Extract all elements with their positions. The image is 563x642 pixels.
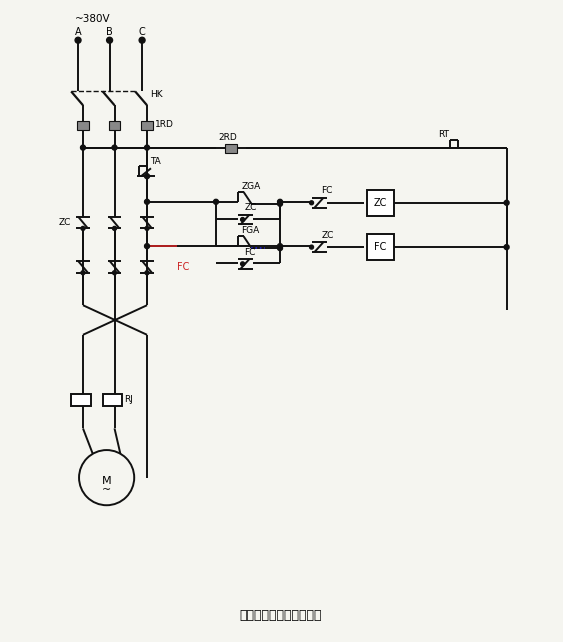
- Text: FC: FC: [177, 262, 189, 272]
- Circle shape: [145, 271, 149, 275]
- Circle shape: [145, 227, 149, 230]
- Circle shape: [240, 262, 244, 266]
- Bar: [77, 121, 89, 130]
- Circle shape: [145, 174, 150, 178]
- Text: ZC: ZC: [321, 230, 334, 240]
- Text: ZC: ZC: [374, 198, 387, 208]
- Text: 1RD: 1RD: [155, 121, 174, 130]
- Circle shape: [504, 200, 509, 205]
- Circle shape: [81, 227, 85, 230]
- Circle shape: [278, 246, 283, 250]
- Circle shape: [145, 199, 150, 204]
- Circle shape: [112, 145, 117, 150]
- Circle shape: [139, 37, 145, 43]
- Circle shape: [310, 201, 314, 205]
- Text: FC: FC: [374, 242, 387, 252]
- Circle shape: [278, 199, 283, 204]
- Circle shape: [278, 244, 283, 248]
- Circle shape: [504, 245, 509, 250]
- Text: ~: ~: [102, 485, 111, 494]
- Text: FGA: FGA: [242, 226, 260, 235]
- Bar: [102, 394, 122, 406]
- Circle shape: [213, 199, 218, 204]
- Circle shape: [145, 145, 150, 150]
- Circle shape: [113, 227, 117, 230]
- Text: ZC: ZC: [59, 218, 71, 227]
- Text: HK: HK: [150, 90, 163, 99]
- Text: B: B: [106, 28, 113, 37]
- Bar: [109, 121, 120, 130]
- Bar: [367, 234, 394, 260]
- Text: ZGA: ZGA: [242, 182, 261, 191]
- Text: ~380V: ~380V: [75, 13, 111, 24]
- Text: M: M: [102, 476, 111, 485]
- Circle shape: [145, 244, 150, 248]
- Circle shape: [75, 37, 81, 43]
- Bar: [367, 190, 394, 216]
- Circle shape: [106, 37, 113, 43]
- Circle shape: [81, 145, 86, 150]
- Text: C: C: [138, 28, 145, 37]
- Text: RJ: RJ: [124, 395, 133, 404]
- Text: 2RD: 2RD: [218, 134, 236, 143]
- Text: FC: FC: [321, 186, 333, 195]
- Text: RT: RT: [437, 130, 449, 139]
- Text: ZC: ZC: [244, 204, 257, 213]
- Text: FC: FC: [244, 248, 256, 257]
- Text: 接触器联锁的正反转控制: 接触器联锁的正反转控制: [240, 609, 322, 622]
- Circle shape: [113, 271, 117, 275]
- Bar: [225, 144, 236, 153]
- Circle shape: [310, 245, 314, 249]
- Circle shape: [278, 202, 283, 206]
- Text: TA: TA: [150, 157, 160, 166]
- Bar: [141, 121, 153, 130]
- Circle shape: [240, 218, 244, 221]
- Circle shape: [81, 271, 85, 275]
- Text: A: A: [75, 28, 82, 37]
- Bar: [71, 394, 91, 406]
